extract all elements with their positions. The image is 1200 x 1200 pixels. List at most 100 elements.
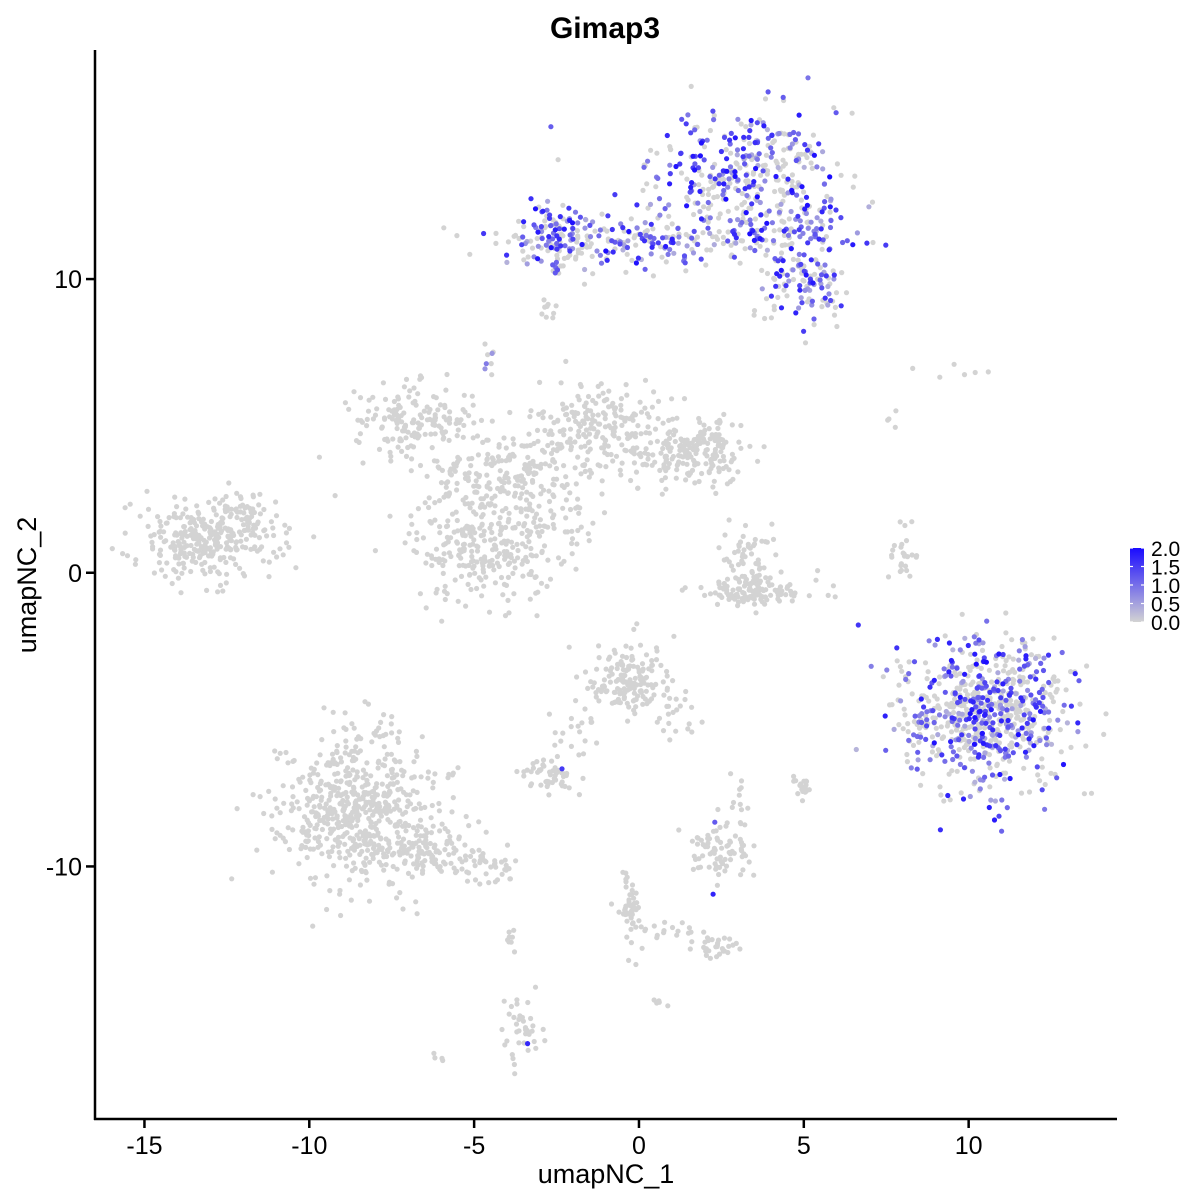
x-axis-label: umapNC_1: [538, 1159, 675, 1189]
cell-point: [591, 680, 597, 686]
cell-point: [484, 472, 490, 478]
cell-point: [737, 165, 743, 171]
cell-point: [736, 587, 742, 593]
cell-point: [242, 516, 249, 522]
cell-point: [742, 186, 748, 192]
cell-point: [757, 578, 764, 584]
cell-point: [768, 145, 774, 151]
cell-point: [821, 181, 828, 187]
cell-point: [789, 187, 795, 193]
cell-point: [194, 536, 200, 542]
cell-point: [1005, 702, 1011, 708]
cell-point: [870, 239, 876, 246]
cell-point: [625, 435, 631, 441]
cell-point: [803, 194, 810, 200]
cell-point: [644, 181, 650, 187]
cell-point: [754, 156, 761, 162]
cell-point: [776, 209, 783, 215]
cell-point: [358, 736, 364, 742]
cell-point: [389, 770, 395, 776]
cell-point: [307, 822, 313, 829]
cell-point: [712, 446, 719, 453]
cell-point: [704, 453, 710, 459]
cell-point: [650, 273, 657, 279]
cell-point: [899, 541, 905, 548]
cell-point: [497, 468, 503, 474]
cell-point: [406, 531, 412, 537]
cell-point: [1021, 716, 1027, 722]
cell-point: [612, 410, 618, 416]
cell-point: [338, 778, 344, 784]
cell-point: [511, 1014, 517, 1021]
cell-point: [607, 679, 614, 685]
cell-point: [794, 192, 800, 198]
cell-point: [780, 94, 786, 100]
cell-point: [971, 719, 977, 725]
cell-point: [706, 426, 712, 432]
cell-point: [764, 247, 771, 253]
cell-point: [688, 184, 694, 190]
cell-point: [585, 393, 592, 400]
cell-point: [675, 225, 681, 231]
cell-point: [438, 868, 444, 874]
cell-point: [438, 425, 444, 431]
cell-point: [603, 248, 609, 254]
cell-point: [630, 663, 637, 669]
cell-point: [489, 495, 495, 501]
cell-point: [825, 302, 831, 308]
cell-point: [430, 785, 436, 791]
cell-point: [511, 927, 517, 933]
cell-point: [982, 680, 988, 686]
cell-point: [629, 882, 636, 888]
cell-point: [533, 590, 539, 596]
cell-point: [472, 877, 479, 883]
cell-point: [923, 713, 929, 719]
cell-point: [402, 847, 408, 853]
cell-point: [735, 562, 742, 568]
cell-point: [361, 861, 367, 867]
cell-point: [281, 800, 287, 806]
cell-point: [797, 287, 803, 293]
cell-point: [699, 719, 705, 725]
cell-point: [148, 533, 154, 539]
cell-point: [722, 532, 728, 538]
cell-point: [472, 570, 478, 576]
cell-point: [541, 487, 547, 493]
cell-point: [533, 1045, 539, 1051]
cell-point: [599, 478, 605, 484]
cell-point: [784, 293, 790, 299]
cell-point: [454, 539, 460, 545]
cell-point: [925, 669, 931, 675]
cell-point: [968, 651, 974, 657]
cell-point: [759, 227, 765, 233]
cell-point: [357, 882, 363, 888]
cell-point: [500, 592, 506, 598]
cell-point: [385, 817, 391, 823]
cell-point: [546, 792, 552, 798]
cell-point: [1011, 677, 1017, 683]
cell-point: [257, 794, 263, 800]
cell-point: [683, 477, 689, 483]
cell-point: [465, 524, 471, 530]
cell-point: [228, 506, 234, 512]
cell-point: [908, 765, 914, 771]
cell-point: [849, 110, 855, 116]
cell-point: [820, 166, 826, 172]
cell-point: [538, 491, 544, 497]
cell-point: [326, 797, 332, 803]
cell-point: [545, 442, 551, 449]
cell-point: [950, 749, 957, 755]
cell-point: [346, 752, 352, 758]
cell-point: [1059, 649, 1065, 656]
cell-point: [461, 392, 467, 398]
cell-point: [343, 726, 349, 733]
cell-point: [181, 550, 187, 556]
cell-point: [501, 538, 507, 544]
cell-point: [460, 562, 466, 568]
cell-point: [1033, 697, 1039, 703]
cell-point: [902, 712, 908, 718]
cell-point: [718, 148, 725, 155]
cell-point: [992, 798, 999, 804]
cell-point: [460, 497, 466, 503]
cell-point: [923, 736, 929, 743]
